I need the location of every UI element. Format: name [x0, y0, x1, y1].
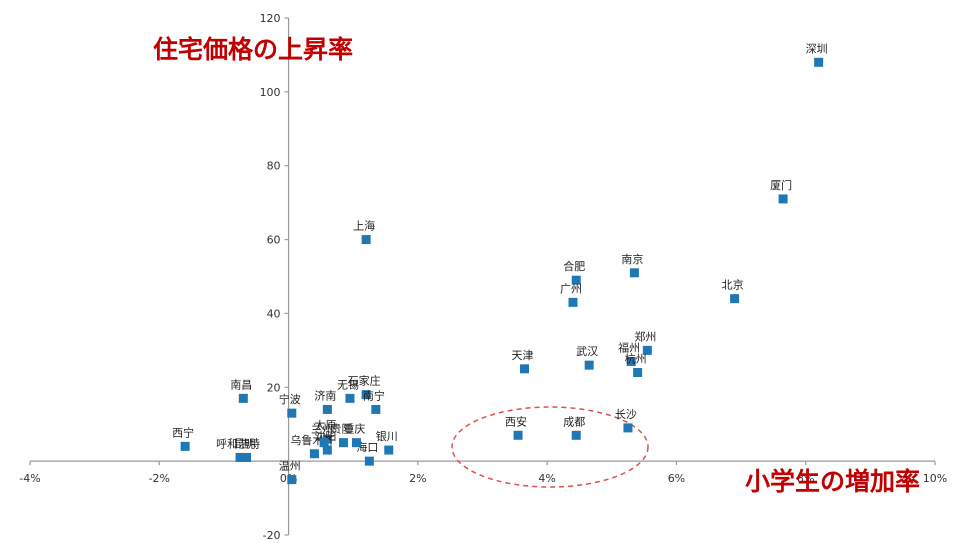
- data-point-label: 济南: [314, 388, 336, 402]
- data-point: [584, 360, 594, 370]
- data-point-label: 武汉: [576, 345, 598, 358]
- data-point-label: 长沙: [615, 408, 637, 421]
- x-tick-label: -2%: [149, 472, 170, 485]
- data-point: [287, 408, 297, 418]
- data-point-label: 海口: [356, 440, 378, 454]
- highlight-ellipse: [451, 406, 649, 488]
- x-tick-label: 4%: [538, 472, 555, 485]
- y-tick-label: -20: [263, 529, 281, 542]
- y-tick-label: 60: [267, 234, 281, 247]
- data-point: [384, 445, 394, 455]
- y-tick-label: 100: [260, 86, 281, 99]
- y-tick-label: 120: [260, 12, 281, 25]
- data-point-label: 西宁: [172, 425, 194, 439]
- data-point-label: 合肥: [563, 259, 585, 273]
- data-point-label: 南宁: [363, 388, 385, 402]
- data-point-label: 兰州: [311, 423, 333, 436]
- data-point-label: 北京: [722, 278, 744, 292]
- data-point: [623, 423, 633, 433]
- data-point-label: 成都: [563, 415, 585, 428]
- y-axis-caption: 住宅価格の上昇率: [153, 35, 353, 64]
- data-point: [364, 456, 374, 466]
- highlight-layer: [451, 406, 649, 488]
- x-tick-label: 10%: [923, 472, 947, 485]
- data-point: [814, 57, 824, 67]
- data-point: [339, 438, 349, 448]
- data-point: [730, 294, 740, 304]
- data-point-label: 福州: [618, 340, 640, 354]
- data-point: [520, 364, 530, 374]
- data-point-label: 宁波: [279, 392, 301, 406]
- x-tick-label: 6%: [668, 472, 685, 485]
- data-point-label: 西安: [505, 414, 527, 428]
- data-point: [319, 438, 329, 448]
- data-point: [642, 345, 652, 355]
- data-point: [371, 404, 381, 414]
- data-point-label: 太原: [314, 419, 336, 432]
- data-point-label: 南京: [621, 252, 643, 266]
- data-point-label: 深圳: [806, 42, 828, 55]
- data-point: [778, 194, 788, 204]
- y-tick-label: 80: [267, 160, 281, 173]
- x-tick-label: 2%: [409, 472, 426, 485]
- data-point-label: 呼和浩特: [216, 436, 260, 450]
- data-point: [180, 441, 190, 451]
- data-point-label: 银川: [376, 429, 398, 443]
- x-tick-label: -4%: [19, 472, 40, 485]
- data-point-label: 南昌: [230, 378, 252, 391]
- y-tick-label: 40: [267, 307, 281, 320]
- data-point: [322, 404, 332, 414]
- data-point: [235, 452, 245, 462]
- data-point-label: 上海: [353, 219, 375, 233]
- data-point-label: 贵阳: [331, 423, 353, 436]
- data-point: [629, 268, 639, 278]
- data-point: [238, 393, 248, 403]
- data-point: [345, 393, 355, 403]
- data-point: [571, 275, 581, 285]
- data-point-label: 昆明: [234, 437, 256, 450]
- x-tick-label: 8%: [797, 472, 814, 485]
- data-point-label: 广州: [560, 282, 582, 295]
- data-point-label: 杭州: [625, 352, 647, 366]
- data-point-label: 温州: [279, 460, 301, 473]
- data-point: [361, 390, 371, 400]
- data-point: [571, 430, 581, 440]
- data-point: [633, 368, 643, 378]
- data-point: [568, 297, 578, 307]
- data-point: [626, 356, 636, 366]
- data-point-label: 无锡: [337, 377, 359, 391]
- data-point-label: 厦门: [770, 178, 792, 192]
- data-point-label: 石家庄: [348, 374, 381, 388]
- x-axis-caption: 小学生の増加率: [745, 467, 920, 496]
- data-point: [287, 475, 297, 485]
- data-point: [361, 235, 371, 245]
- data-point-label: 天津: [512, 349, 534, 362]
- data-point: [309, 449, 319, 459]
- data-point: [242, 452, 252, 462]
- data-point-label: 郑州: [634, 329, 656, 343]
- data-point: [351, 438, 361, 448]
- data-point: [513, 430, 523, 440]
- y-tick-label: 20: [267, 381, 281, 394]
- data-point: [322, 445, 332, 455]
- data-point-label: 重庆: [343, 422, 365, 436]
